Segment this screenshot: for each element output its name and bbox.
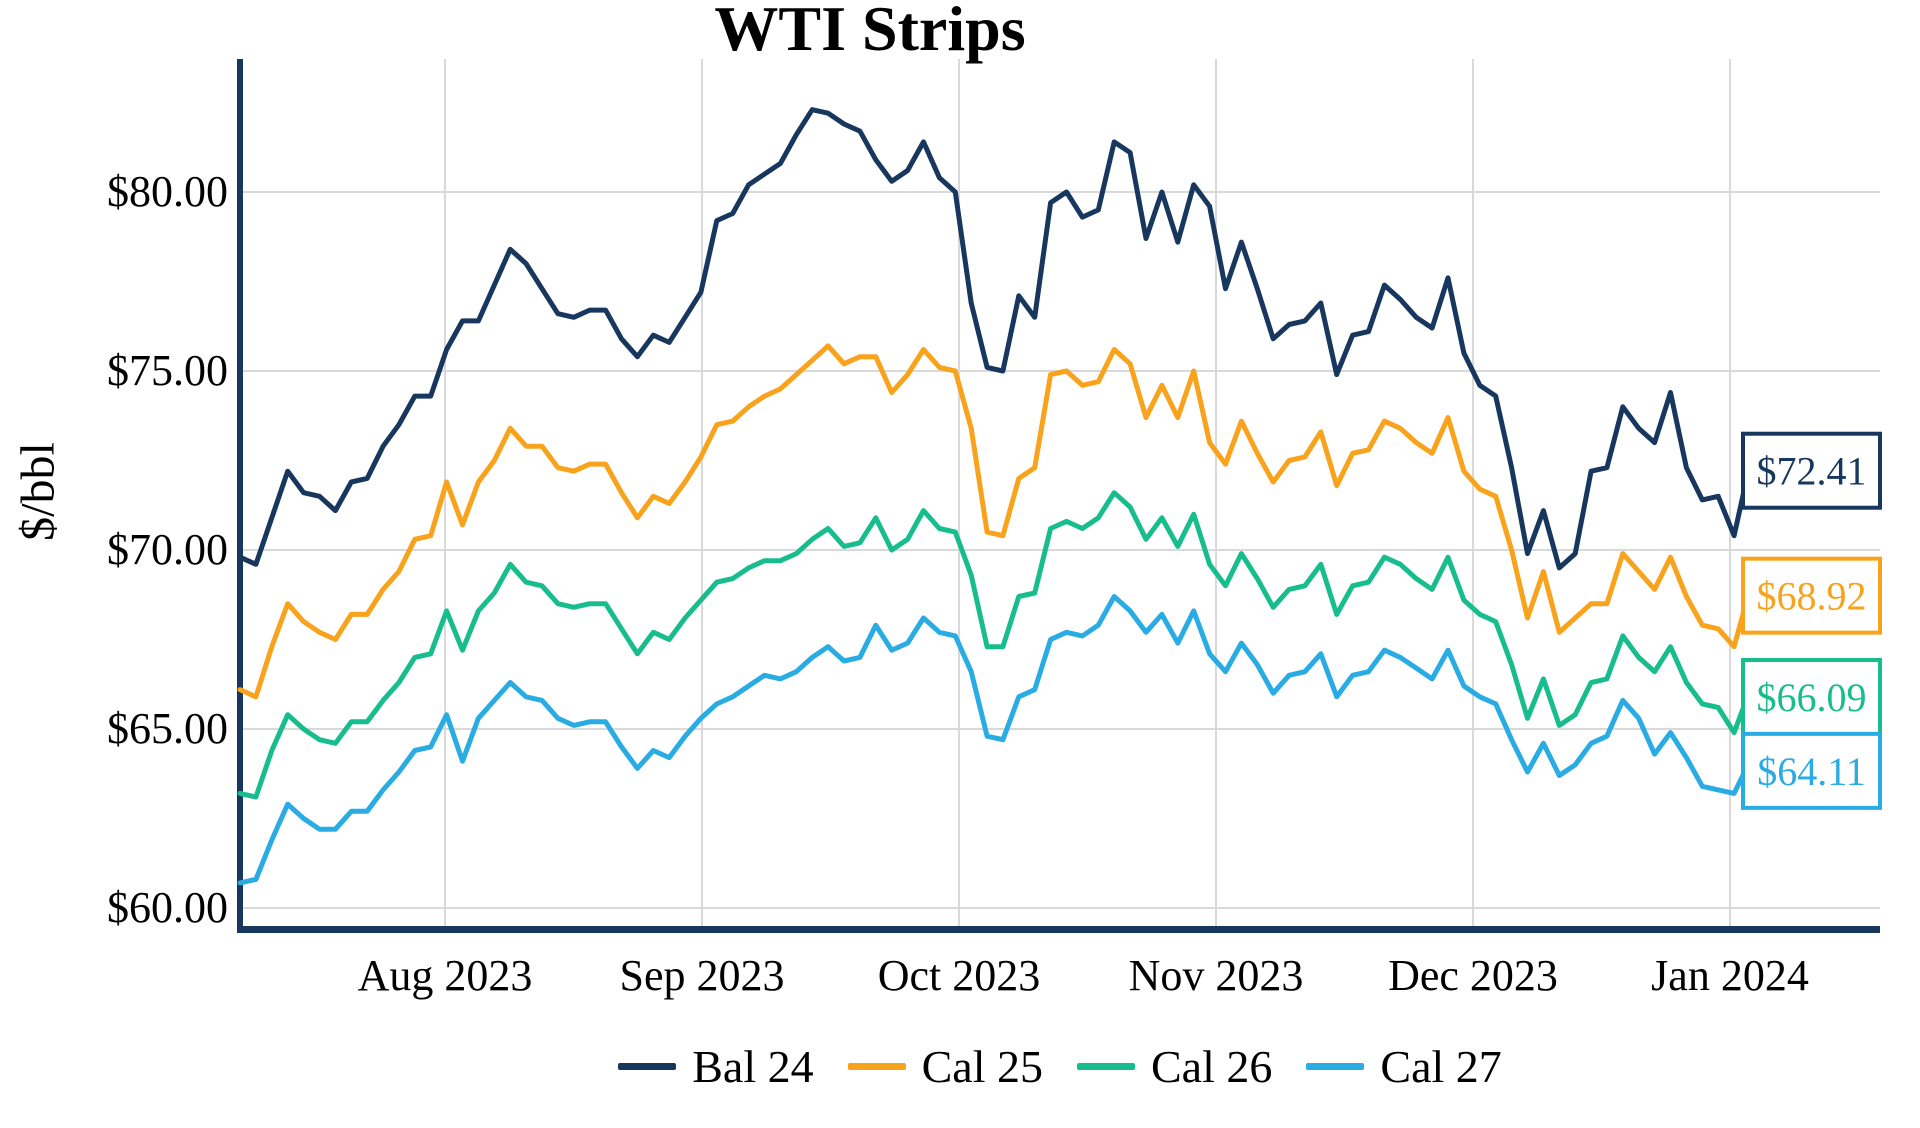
x-axis-spine	[237, 926, 1880, 933]
legend-line-swatch	[1077, 1062, 1135, 1070]
y-tick-label: $60.00	[107, 883, 228, 932]
x-tick-label: Aug 2023	[357, 951, 533, 1000]
x-tick-label: Oct 2023	[877, 951, 1041, 1000]
y-tick-label: $80.00	[107, 167, 228, 216]
legend-item-bal-24: Bal 24	[618, 1040, 814, 1093]
x-tick-label: Jan 2024	[1651, 951, 1809, 1000]
legend-line-swatch	[618, 1062, 677, 1070]
series-line-cal-25	[237, 343, 1753, 700]
x-tick-label: Nov 2023	[1128, 951, 1304, 1000]
legend-label: Bal 24	[692, 1040, 814, 1092]
series-end-label-box	[1741, 731, 1882, 810]
series-end-label-box	[1741, 657, 1882, 736]
series-line-cal-26	[237, 490, 1753, 800]
y-tick-label: $65.00	[107, 704, 228, 753]
legend-line-swatch	[1306, 1062, 1365, 1070]
legend-label: Cal 26	[1151, 1040, 1273, 1092]
series-end-label-box	[1741, 556, 1882, 635]
x-tick-label: Sep 2023	[619, 951, 785, 1000]
legend-item-cal-25: Cal 25	[847, 1040, 1043, 1093]
chart-title: WTI Strips	[714, 0, 1026, 64]
series-line-cal-27	[237, 594, 1753, 886]
y-axis-spine	[237, 59, 243, 933]
series-end-label-text: $64.11	[1757, 749, 1866, 794]
legend-item-cal-27: Cal 27	[1306, 1040, 1502, 1093]
series-end-label-text: $72.41	[1757, 449, 1867, 494]
legend-item-cal-26: Cal 26	[1077, 1040, 1272, 1093]
legend-label: Cal 25	[921, 1040, 1043, 1092]
series-end-label-text: $68.92	[1757, 574, 1867, 619]
x-tick-label: Dec 2023	[1388, 951, 1558, 1000]
legend: Bal 24 Cal 25 Cal 26 Cal 27	[240, 1034, 1880, 1098]
y-tick-label: $70.00	[107, 525, 228, 574]
y-tick-label: $75.00	[107, 346, 228, 395]
series-line-bal-24	[237, 107, 1753, 571]
series-end-label-text: $66.09	[1757, 675, 1867, 720]
legend-label: Cal 27	[1380, 1040, 1502, 1092]
legend-line-swatch	[847, 1062, 906, 1070]
series-end-label-box	[1741, 431, 1882, 510]
